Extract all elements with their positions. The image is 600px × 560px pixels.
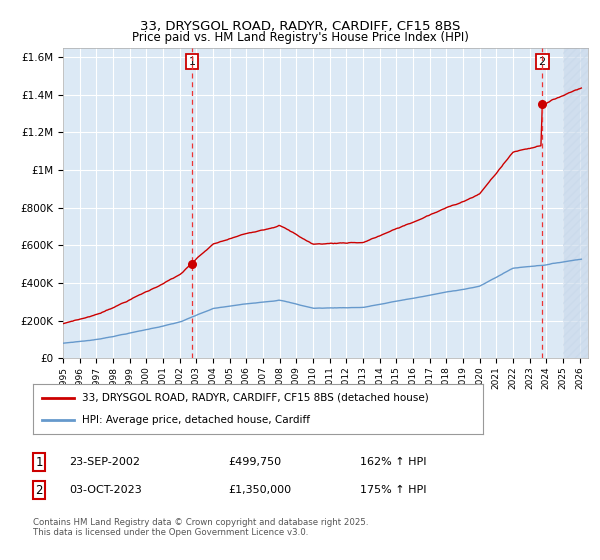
Text: 33, DRYSGOL ROAD, RADYR, CARDIFF, CF15 8BS (detached house): 33, DRYSGOL ROAD, RADYR, CARDIFF, CF15 8…: [83, 393, 429, 403]
Text: 03-OCT-2023: 03-OCT-2023: [69, 485, 142, 495]
Text: 2: 2: [35, 483, 43, 497]
Text: 2: 2: [539, 57, 546, 67]
Text: 23-SEP-2002: 23-SEP-2002: [69, 457, 140, 467]
Text: £499,750: £499,750: [228, 457, 281, 467]
Text: Contains HM Land Registry data © Crown copyright and database right 2025.
This d: Contains HM Land Registry data © Crown c…: [33, 518, 368, 538]
Text: 1: 1: [35, 455, 43, 469]
Text: 162% ↑ HPI: 162% ↑ HPI: [360, 457, 427, 467]
Text: HPI: Average price, detached house, Cardiff: HPI: Average price, detached house, Card…: [83, 415, 311, 425]
Text: 33, DRYSGOL ROAD, RADYR, CARDIFF, CF15 8BS: 33, DRYSGOL ROAD, RADYR, CARDIFF, CF15 8…: [140, 20, 460, 32]
Text: 175% ↑ HPI: 175% ↑ HPI: [360, 485, 427, 495]
Bar: [563, 48, 588, 358]
Text: 1: 1: [188, 57, 196, 67]
Text: Price paid vs. HM Land Registry's House Price Index (HPI): Price paid vs. HM Land Registry's House …: [131, 31, 469, 44]
Text: £1,350,000: £1,350,000: [228, 485, 291, 495]
